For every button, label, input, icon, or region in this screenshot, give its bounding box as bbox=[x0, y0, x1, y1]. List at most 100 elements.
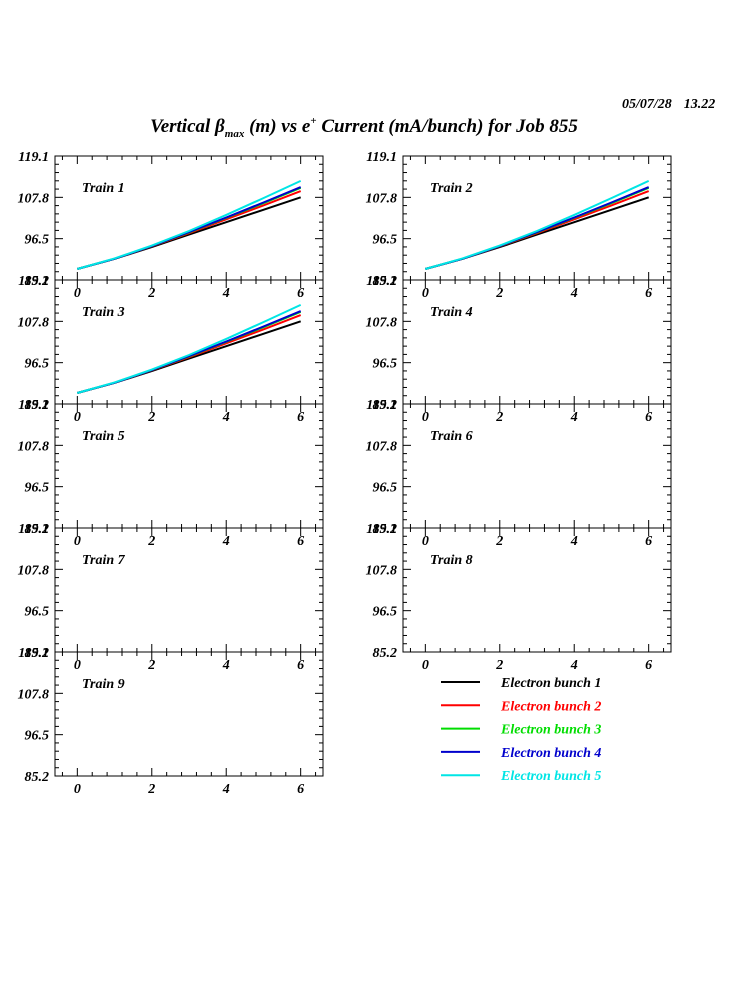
series-line-5 bbox=[425, 179, 650, 270]
y-tick-label: 85.2 bbox=[25, 522, 50, 537]
y-tick-label: 85.2 bbox=[373, 646, 398, 661]
panel-label: Train 2 bbox=[430, 181, 473, 196]
x-tick-label: 4 bbox=[570, 534, 578, 549]
x-tick-label: 2 bbox=[495, 410, 503, 425]
x-tick-label: 4 bbox=[222, 286, 230, 301]
y-tick-label: 85.2 bbox=[373, 398, 398, 413]
y-tick-label: 85.2 bbox=[25, 274, 50, 289]
series-line-4 bbox=[77, 186, 302, 270]
x-tick-label: 6 bbox=[297, 782, 304, 797]
series-line-4 bbox=[77, 310, 302, 394]
x-tick-label: 0 bbox=[422, 410, 429, 425]
y-tick-label: 119.1 bbox=[366, 522, 397, 537]
chart-title: Vertical βmax (m) vs e+ Current (mA/bunc… bbox=[150, 115, 578, 140]
x-tick-label: 2 bbox=[147, 658, 155, 673]
y-tick-label: 119.1 bbox=[18, 522, 49, 537]
x-tick-label: 6 bbox=[645, 658, 652, 673]
x-tick-label: 0 bbox=[422, 286, 429, 301]
y-tick-label: 107.8 bbox=[366, 563, 398, 578]
y-tick-label: 85.2 bbox=[373, 522, 398, 537]
panel-train-8: 119.1 107.8 96.5 85.2 0 2 4 6 Train 8 bbox=[366, 522, 672, 673]
panel-label: Train 7 bbox=[82, 553, 126, 568]
x-tick-label: 4 bbox=[222, 782, 230, 797]
y-tick-label: 85.2 bbox=[25, 646, 50, 661]
panel-train-1: 119.1 107.8 96.5 85.2 0 2 4 6 Train 1 bbox=[18, 150, 324, 301]
legend-label: Electron bunch 3 bbox=[500, 723, 601, 738]
x-tick-label: 4 bbox=[222, 658, 230, 673]
x-tick-label: 0 bbox=[74, 658, 81, 673]
y-tick-label: 107.8 bbox=[18, 687, 50, 702]
panel-label: Train 8 bbox=[430, 553, 473, 568]
y-tick-label: 119.1 bbox=[366, 150, 397, 165]
x-tick-label: 6 bbox=[645, 410, 652, 425]
legend-label: Electron bunch 1 bbox=[500, 676, 601, 691]
y-tick-label: 96.5 bbox=[25, 605, 50, 620]
y-tick-label: 119.1 bbox=[18, 274, 49, 289]
x-tick-label: 0 bbox=[422, 534, 429, 549]
panel-label: Train 5 bbox=[82, 429, 125, 444]
y-tick-label: 96.5 bbox=[25, 233, 50, 248]
series-line-5 bbox=[77, 303, 302, 394]
y-tick-label: 96.5 bbox=[373, 605, 398, 620]
y-tick-label: 107.8 bbox=[18, 191, 50, 206]
x-tick-label: 0 bbox=[74, 534, 81, 549]
panel-frame bbox=[54, 279, 324, 405]
x-tick-label: 2 bbox=[147, 410, 155, 425]
panel-frame bbox=[402, 527, 672, 653]
y-tick-label: 96.5 bbox=[25, 481, 50, 496]
x-tick-label: 2 bbox=[147, 286, 155, 301]
legend-item-5: Electron bunch 5 bbox=[441, 769, 601, 784]
legend-item-1: Electron bunch 1 bbox=[441, 676, 601, 691]
x-tick-label: 4 bbox=[222, 534, 230, 549]
x-tick-label: 0 bbox=[74, 782, 81, 797]
y-tick-label: 85.2 bbox=[373, 274, 398, 289]
x-tick-label: 6 bbox=[297, 534, 304, 549]
x-tick-label: 6 bbox=[297, 286, 304, 301]
y-tick-label: 107.8 bbox=[18, 563, 50, 578]
panel-frame bbox=[54, 155, 324, 281]
x-tick-label: 6 bbox=[645, 534, 652, 549]
panel-label: Train 1 bbox=[82, 181, 125, 196]
series-line-5 bbox=[77, 179, 302, 270]
series-line-4 bbox=[425, 186, 650, 270]
x-tick-label: 4 bbox=[222, 410, 230, 425]
panel-frame bbox=[54, 527, 324, 653]
panel-train-3: 119.1 107.8 96.5 85.2 0 2 4 6 Train 3 bbox=[18, 274, 324, 425]
x-tick-label: 4 bbox=[570, 410, 578, 425]
legend-item-3: Electron bunch 3 bbox=[441, 723, 601, 738]
y-tick-label: 107.8 bbox=[366, 315, 398, 330]
panel-label: Train 3 bbox=[82, 305, 125, 320]
y-tick-label: 96.5 bbox=[25, 357, 50, 372]
y-tick-label: 119.1 bbox=[366, 398, 397, 413]
y-tick-label: 119.1 bbox=[366, 274, 397, 289]
y-tick-label: 107.8 bbox=[366, 191, 398, 206]
legend-item-4: Electron bunch 4 bbox=[441, 746, 601, 761]
x-tick-label: 2 bbox=[495, 286, 503, 301]
panel-frame bbox=[402, 279, 672, 405]
panel-frame bbox=[54, 403, 324, 529]
x-tick-label: 0 bbox=[74, 410, 81, 425]
legend-label: Electron bunch 4 bbox=[500, 746, 601, 761]
y-tick-label: 107.8 bbox=[366, 439, 398, 454]
panel-train-4: 119.1 107.8 96.5 85.2 0 2 4 6 Train 4 bbox=[366, 274, 672, 425]
x-tick-label: 2 bbox=[495, 534, 503, 549]
panel-label: Train 6 bbox=[430, 429, 473, 444]
y-tick-label: 85.2 bbox=[25, 398, 50, 413]
x-tick-label: 0 bbox=[74, 286, 81, 301]
panel-train-9: 119.1 107.8 96.5 85.2 0 2 4 6 Train 9 bbox=[18, 646, 324, 797]
panels-group: 119.1 107.8 96.5 85.2 0 2 4 6 Train 1 119.1 107.8 9… bbox=[18, 150, 672, 797]
panel-frame bbox=[54, 651, 324, 777]
y-tick-label: 96.5 bbox=[373, 233, 398, 248]
y-tick-label: 96.5 bbox=[25, 729, 50, 744]
panel-train-2: 119.1 107.8 96.5 85.2 0 2 4 6 Train 2 bbox=[366, 150, 672, 301]
x-tick-label: 2 bbox=[147, 534, 155, 549]
x-tick-label: 6 bbox=[297, 658, 304, 673]
legend-label: Electron bunch 5 bbox=[500, 769, 601, 784]
legend-item-2: Electron bunch 2 bbox=[441, 699, 601, 714]
date-stamp: 05/07/28 13.22 bbox=[622, 97, 715, 112]
x-tick-label: 6 bbox=[297, 410, 304, 425]
panel-frame bbox=[402, 155, 672, 281]
y-tick-label: 96.5 bbox=[373, 481, 398, 496]
y-tick-label: 85.2 bbox=[25, 770, 50, 785]
